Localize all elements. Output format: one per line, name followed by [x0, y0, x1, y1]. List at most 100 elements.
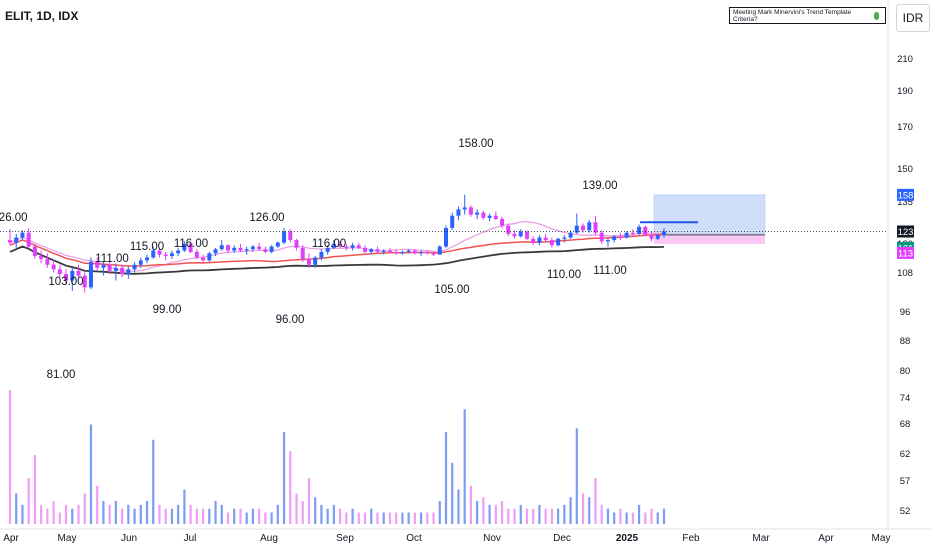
candle-body: [475, 212, 480, 215]
candle-body: [518, 231, 523, 237]
time-tick-label: 2025: [616, 533, 639, 544]
candle-body: [163, 254, 168, 257]
swing-label: 115.00: [130, 241, 164, 253]
volume-bar: [127, 504, 130, 524]
volume-bar: [183, 489, 186, 524]
time-axis[interactable]: Apr May Jun Jul Aug Sep Oct Nov Dec 2025 Feb Mar Apr…: [0, 528, 932, 544]
volume-bar: [145, 501, 149, 524]
volume-bar: [114, 501, 117, 524]
volume-bar: [46, 508, 49, 524]
volume-bar: [177, 504, 180, 524]
candle-body: [113, 267, 118, 271]
volume-bar: [500, 501, 504, 524]
volume-bar: [457, 489, 460, 524]
swing-label: 139.00: [582, 180, 617, 192]
symbol-title[interactable]: ELIT, 1D, IDX: [5, 9, 79, 23]
volume-bar: [588, 497, 591, 524]
volume-bar: [339, 508, 342, 524]
candle-body: [562, 237, 567, 239]
volume-bar: [426, 512, 429, 524]
volume-bar: [581, 493, 585, 524]
swing-label: 116.00: [174, 238, 208, 250]
candle-body: [506, 225, 511, 234]
volume-bar: [332, 504, 335, 524]
volume-bar: [382, 512, 385, 524]
volume-bar: [264, 512, 267, 524]
swing-label: 103.00: [48, 276, 83, 288]
price-tick-label: 150: [897, 164, 913, 175]
volume-bar: [619, 508, 622, 524]
candle-body: [325, 247, 330, 252]
candle-body: [537, 237, 542, 243]
volume-bar: [152, 439, 155, 524]
volume-bar: [357, 512, 360, 524]
candle-body: [387, 250, 392, 252]
volume-bar: [102, 501, 105, 524]
candle-body: [182, 243, 187, 251]
volume-bar: [656, 512, 659, 524]
volume-bar: [538, 504, 541, 524]
candle-body: [587, 222, 592, 231]
price-axis[interactable]: 2101901701501351201089688807468625752158…: [887, 0, 914, 530]
candle-body: [338, 243, 343, 247]
candle-body: [169, 253, 174, 257]
time-tick-label: Jul: [184, 533, 197, 544]
trend-template-indicator[interactable]: Meeting Mark Minervini's Trend Template …: [729, 7, 886, 24]
candle-body: [294, 240, 299, 248]
candle-body: [313, 257, 318, 265]
volume-bar: [8, 390, 12, 524]
price-tick-label: 74: [900, 393, 911, 404]
candle-body: [57, 269, 62, 275]
stop-zone: [654, 233, 765, 244]
position-zones: [640, 194, 766, 244]
volume-bar: [108, 504, 111, 524]
candle-body: [226, 245, 230, 251]
candle-body: [425, 251, 430, 254]
price-tick-label: 80: [900, 366, 911, 377]
candle-body: [605, 240, 610, 242]
volume-bar: [469, 485, 473, 524]
price-tick-label: 96: [900, 307, 911, 318]
candle-body: [524, 231, 529, 239]
swing-label: 126.00: [0, 212, 28, 224]
target-zone: [653, 194, 766, 235]
candle-body: [549, 240, 554, 246]
volume-bar: [226, 512, 230, 524]
price-badge-label: 113: [898, 248, 913, 259]
ma-short-line: [9, 220, 665, 272]
candle-body: [263, 249, 268, 252]
volume-bar: [650, 508, 653, 524]
time-tick-label: Mar: [752, 533, 770, 544]
candle-body: [419, 251, 424, 254]
candle-body: [250, 246, 255, 250]
candle-body: [201, 257, 206, 261]
candle-body: [394, 251, 399, 254]
volume-bar: [345, 512, 348, 524]
volume-bar: [644, 512, 647, 524]
candle-body: [512, 233, 517, 237]
volume-bar: [438, 501, 441, 524]
candle-body: [282, 231, 287, 243]
candle-body: [145, 257, 150, 261]
time-tick-label: May: [872, 533, 891, 544]
swing-label: 111.00: [95, 253, 128, 265]
volume-bar: [482, 497, 485, 524]
candle-body: [157, 250, 162, 255]
price-tick-label: 88: [900, 336, 911, 347]
candle-body: [213, 249, 218, 254]
volume-bar: [301, 501, 304, 524]
candle-body: [662, 231, 666, 236]
candle-body: [581, 225, 586, 231]
candle-body: [331, 243, 336, 248]
currency-button[interactable]: IDR: [896, 4, 930, 32]
time-tick-label: May: [58, 533, 77, 544]
candle-body: [82, 275, 87, 288]
candle-body: [369, 249, 374, 252]
candle-body: [319, 251, 324, 258]
volume-bar: [314, 497, 317, 524]
volume-bar: [463, 409, 466, 524]
candle-body: [444, 227, 448, 247]
volume-bar: [432, 512, 435, 524]
price-badge-label: 123: [898, 227, 914, 238]
